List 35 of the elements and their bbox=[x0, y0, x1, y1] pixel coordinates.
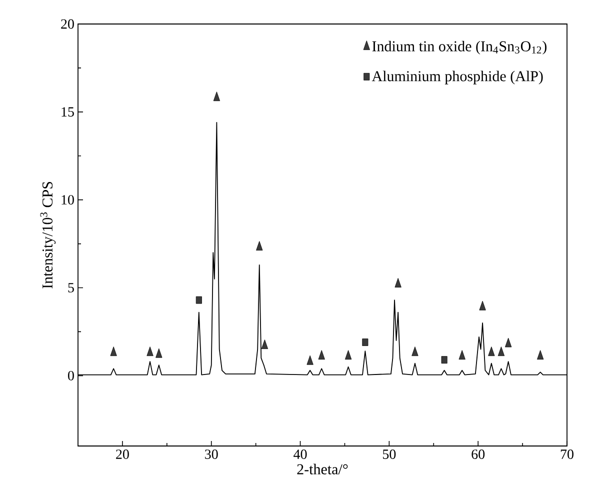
y-tick-label: 20 bbox=[61, 19, 74, 29]
point bbox=[261, 340, 268, 349]
point bbox=[344, 350, 352, 360]
y-tick-label: 15 bbox=[62, 107, 74, 117]
point bbox=[306, 355, 314, 365]
y-tick-label: 10 bbox=[62, 195, 74, 205]
point bbox=[537, 350, 544, 360]
point bbox=[256, 241, 263, 251]
y-tick-label: 0 bbox=[68, 370, 74, 380]
x-tick-label: 20 bbox=[116, 450, 129, 459]
point bbox=[146, 346, 154, 356]
x-tick-label: 40 bbox=[294, 450, 307, 459]
x-tick-label: 50 bbox=[382, 450, 396, 459]
point bbox=[412, 346, 418, 356]
point bbox=[318, 350, 325, 360]
y-tick-label: 5 bbox=[68, 283, 74, 292]
x-tick-label: 70 bbox=[560, 450, 574, 459]
point bbox=[505, 338, 512, 348]
point bbox=[498, 346, 505, 356]
point bbox=[362, 338, 368, 346]
x-axis-title: 2-theta/° bbox=[297, 464, 348, 474]
point bbox=[196, 296, 202, 304]
y-axis-title: Intensity/10$^{3}$ CPS bbox=[40, 182, 56, 288]
point bbox=[441, 356, 448, 364]
legend-label: Aluminium phosphide (AlP) bbox=[372, 70, 543, 84]
point bbox=[213, 92, 220, 102]
legend-label: Indium tin oxide (In$_{4}$Sn$_{3}$O$_{12}$) bbox=[372, 40, 546, 54]
point bbox=[479, 300, 486, 310]
point bbox=[458, 350, 466, 360]
x-tick-label: 30 bbox=[205, 450, 218, 459]
point bbox=[488, 346, 495, 356]
point bbox=[110, 346, 117, 356]
point bbox=[394, 278, 402, 288]
x-tick-label: 60 bbox=[472, 450, 485, 459]
point bbox=[156, 348, 162, 358]
